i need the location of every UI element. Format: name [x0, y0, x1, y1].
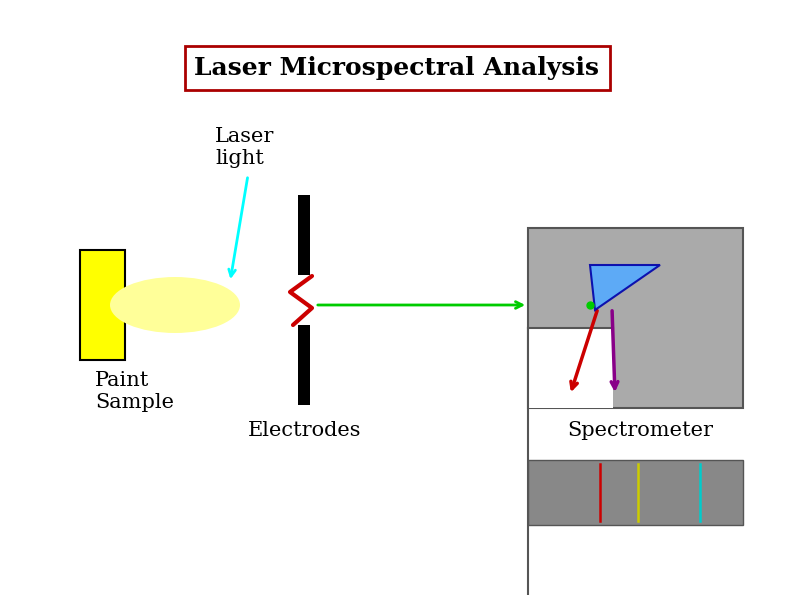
Text: Laser
light: Laser light: [215, 127, 275, 168]
Text: Spectrometer: Spectrometer: [567, 421, 713, 440]
Bar: [298, 195, 310, 275]
Polygon shape: [590, 265, 660, 310]
Bar: [528, 228, 743, 408]
Text: Laser Microspectral Analysis: Laser Microspectral Analysis: [195, 56, 599, 80]
Text: Electrodes: Electrodes: [249, 421, 362, 440]
Bar: [528, 328, 613, 408]
Bar: [528, 460, 743, 525]
Bar: [80, 250, 125, 360]
Ellipse shape: [110, 277, 240, 333]
Bar: [298, 325, 310, 405]
Text: Paint
Sample: Paint Sample: [95, 371, 174, 412]
